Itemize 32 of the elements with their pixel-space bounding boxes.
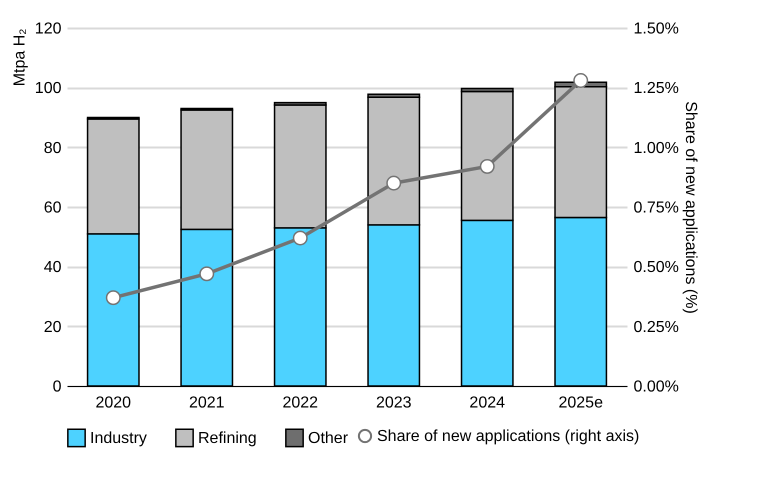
legend-label: Share of new applications (right axis) [377,428,640,445]
x-tick-label: 2022 [282,394,318,412]
x-tick-label: 2023 [376,394,412,412]
x-tick-label: 2020 [95,394,132,412]
y2-tick-label: 0.00% [634,378,679,396]
x-tick-label: 2025e [558,394,604,412]
point [292,230,308,246]
y-tick-label: 40 [44,259,62,276]
y-tick-label: 80 [44,140,62,157]
point [199,266,214,282]
y2-axis-title: Share of new applications (%) [682,101,699,314]
x-tick-label: 2024 [469,394,506,412]
legend-label: Other [308,430,349,447]
y2-tick-label: 1.50% [634,20,679,38]
y-tick-label: 120 [34,20,62,38]
y2-tick-label: 1.00% [634,140,679,157]
y2-tick-label: 0.50% [634,259,679,276]
y-tick-label: 60 [44,200,62,216]
y2-tick-label: 1.25% [634,80,679,98]
point [480,158,495,174]
y2-tick-label: 0.25% [634,318,679,336]
legend-label: Industry [90,430,147,447]
point [106,290,121,306]
x-tick-label: 2021 [188,394,225,412]
point [573,73,588,88]
y-axis-title: Mtpa H₂ [12,28,28,86]
y-tick-label: 0 [52,378,62,396]
legend-label: Refining [198,430,257,447]
y2-tick-label: 0.75% [634,200,679,216]
point [386,176,402,191]
y-tick-label: 100 [34,80,62,98]
y-tick-label: 20 [44,318,62,336]
